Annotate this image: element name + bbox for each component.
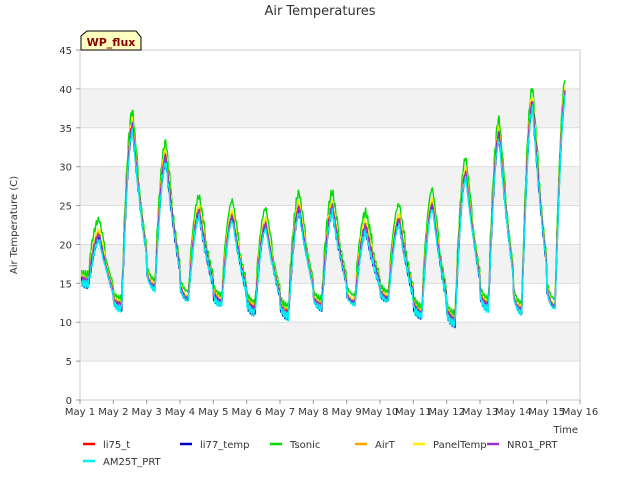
annotation-background: [80, 30, 142, 51]
annotation-label: WP_flux: [87, 36, 136, 49]
x-tick-label: May 8: [298, 407, 328, 418]
x-tick-label: May 1: [65, 407, 95, 418]
series-line-am25t-prt: [81, 94, 566, 328]
legend: li75_t li77_temp Tsonic AirT PanelTemp NR01_P…: [83, 440, 558, 468]
annotation-box: WP_flux: [80, 30, 142, 51]
y-tick-label: 5: [66, 357, 72, 368]
y-tick-label: 20: [59, 240, 72, 251]
y-tick-label: 45: [59, 46, 72, 57]
y-tick-label: 40: [59, 85, 72, 96]
background-band: [80, 244, 580, 284]
y-tick-label: 25: [59, 202, 72, 213]
x-axis-label: Time: [553, 425, 578, 436]
series-lines: [81, 80, 566, 329]
x-tick-label: May 5: [198, 407, 228, 418]
x-tick-label: May 7: [265, 407, 295, 418]
background-band: [80, 322, 580, 362]
x-tick-label: May 6: [232, 407, 262, 418]
legend-label: Tsonic: [289, 440, 320, 451]
x-tick-label: May 9: [332, 407, 362, 418]
y-axis-ticks: 0 5 10 15 20 25 30 35 40 45: [59, 46, 80, 407]
x-tick-label: May 15: [528, 407, 565, 418]
x-tick-label: May 12: [428, 407, 465, 418]
plot-background-bands: [80, 50, 580, 400]
legend-label: AM25T_PRT: [103, 457, 162, 468]
x-tick-label: May 2: [98, 407, 128, 418]
y-tick-label: 0: [66, 396, 72, 407]
legend-label: AirT: [375, 440, 396, 451]
legend-label: li75_t: [103, 440, 130, 451]
x-tick-label: May 13: [462, 407, 499, 418]
y-tick-label: 15: [59, 279, 72, 290]
x-axis-ticks: May 1 May 2 May 3 May 4 May 5 May 6 May 7 May 8…: [65, 400, 598, 418]
plot-frame: [79, 49, 581, 401]
legend-label: PanelTemp: [433, 440, 487, 451]
x-tick-label: May 16: [562, 407, 599, 418]
x-tick-label: May 14: [495, 407, 532, 418]
y-tick-label: 30: [59, 163, 72, 174]
legend-label: li77_temp: [200, 440, 249, 451]
y-axis-label: Air Temperature (C): [9, 176, 20, 274]
x-tick-label: May 4: [165, 407, 195, 418]
x-tick-label: May 10: [362, 407, 399, 418]
background-band: [80, 88, 580, 128]
legend-label: NR01_PRT: [507, 440, 558, 451]
x-tick-label: May 3: [132, 407, 162, 418]
chart-title: Air Temperatures: [264, 4, 375, 19]
y-tick-label: 10: [59, 318, 72, 329]
x-tick-label: May 11: [395, 407, 432, 418]
y-tick-label: 35: [59, 124, 72, 135]
